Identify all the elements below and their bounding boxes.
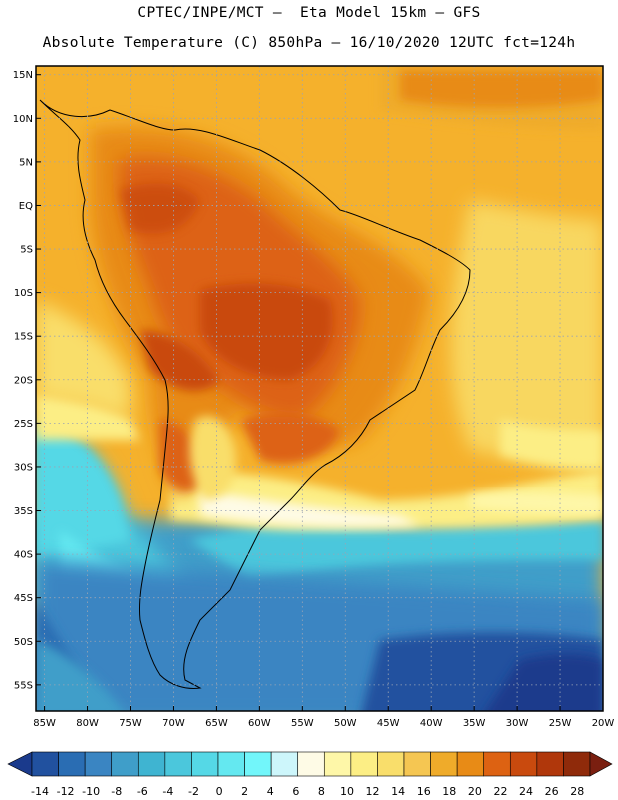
colorbar-box — [297, 751, 325, 777]
lon-tick-label: 60W — [248, 718, 271, 729]
colorbar-level-label: 8 — [318, 785, 325, 798]
colorbar-box — [58, 751, 86, 777]
colorbar — [7, 751, 613, 777]
lat-tick-label: 5S — [20, 245, 33, 256]
colorbar-level-label: 18 — [442, 785, 456, 798]
lat-tick-label: EQ — [19, 201, 33, 212]
colorbar-box — [456, 751, 485, 777]
lat-tick-label: 55S — [14, 680, 33, 691]
lon-tick-label: 50W — [334, 718, 357, 729]
colorbar-box — [164, 751, 192, 777]
colorbar-level-label: 20 — [468, 785, 482, 798]
lon-tick-label: 75W — [119, 718, 142, 729]
colorbar-arrow-right — [589, 751, 613, 777]
colorbar-level-label: -12 — [57, 785, 75, 798]
lat-tick-label: 15N — [13, 70, 33, 81]
colorbar-box — [244, 751, 272, 777]
temperature-field — [36, 66, 603, 711]
colorbar-level-label: -14 — [31, 785, 49, 798]
colorbar-level-label: -8 — [111, 785, 122, 798]
lon-tick-label: 55W — [291, 718, 314, 729]
colorbar-level-label: 24 — [519, 785, 533, 798]
colorbar-level-label: 2 — [241, 785, 248, 798]
colorbar-level-label: 12 — [366, 785, 380, 798]
colorbar-level-label: -6 — [137, 785, 148, 798]
lat-tick-label: 50S — [14, 637, 33, 648]
colorbar-arrow-left — [7, 751, 33, 777]
colorbar-box — [270, 751, 299, 777]
colorbar-box — [377, 751, 405, 777]
colorbar-box — [509, 751, 538, 777]
lat-tick-label: 40S — [14, 550, 33, 561]
colorbar-box — [137, 751, 166, 777]
lat-tick-label: 45S — [14, 593, 33, 604]
colorbar-box — [31, 751, 59, 777]
colorbar-box — [191, 751, 219, 777]
colorbar-level-label: 6 — [292, 785, 299, 798]
colorbar-box — [323, 751, 352, 777]
colorbar-level-label: 10 — [340, 785, 354, 798]
colorbar-level-label: 16 — [417, 785, 431, 798]
latitude-ticks: 15N 10N 5N EQ 5S 10S 15S 20S 25S 30S 35S 40S 45S 50S 5… — [13, 70, 41, 691]
colorbar-level-label: -2 — [188, 785, 199, 798]
lat-tick-label: 20S — [14, 375, 33, 386]
lat-tick-label: 10N — [13, 114, 33, 125]
colorbar-level-label: 0 — [216, 785, 223, 798]
colorbar-box — [483, 751, 511, 777]
colorbar-level-label: 22 — [493, 785, 507, 798]
colorbar-level-label: 4 — [267, 785, 274, 798]
longitude-ticks: 85W 80W 75W 70W 65W 60W 55W 50W 45W 40W 35W 30W 25W 2… — [33, 706, 614, 729]
colorbar-box — [563, 751, 591, 777]
lon-tick-label: 40W — [420, 718, 443, 729]
lon-tick-label: 85W — [33, 718, 56, 729]
colorbar-labels: -14 -12 -10 -8 -6 -4 -2 0 2 4 6 8 10 12 14 16 18 20 22 24 26… — [31, 785, 584, 798]
colorbar-box — [430, 751, 458, 777]
colorbar-level-label: 28 — [570, 785, 584, 798]
lon-tick-label: 20W — [592, 718, 615, 729]
lon-tick-label: 30W — [506, 718, 529, 729]
colorbar-box — [536, 751, 564, 777]
lon-tick-label: 25W — [549, 718, 572, 729]
lon-tick-label: 80W — [76, 718, 99, 729]
lon-tick-label: 35W — [463, 718, 486, 729]
map-frame — [35, 65, 604, 712]
title-line-1: CPTEC/INPE/MCT – Eta Model 15km – GFS — [137, 5, 481, 21]
lat-tick-label: 35S — [14, 506, 33, 517]
lat-tick-label: 5N — [19, 157, 33, 168]
colorbar-box — [217, 751, 245, 777]
lat-tick-label: 25S — [14, 419, 33, 430]
lon-tick-label: 70W — [162, 718, 185, 729]
lon-tick-label: 65W — [205, 718, 228, 729]
lat-tick-label: 10S — [14, 288, 33, 299]
colorbar-level-label: 14 — [391, 785, 405, 798]
colorbar-box — [111, 751, 139, 777]
lat-tick-label: 30S — [14, 462, 33, 473]
colorbar-level-label: 26 — [545, 785, 559, 798]
lon-tick-label: 45W — [377, 718, 400, 729]
lat-tick-label: 15S — [14, 332, 33, 343]
colorbar-level-label: -10 — [82, 785, 100, 798]
title-line-2: Absolute Temperature (C) 850hPa – 16/10/… — [42, 35, 576, 51]
colorbar-box — [350, 751, 378, 777]
grid-lines — [36, 66, 604, 711]
colorbar-box — [403, 751, 431, 777]
colorbar-level-label: -4 — [162, 785, 173, 798]
coastlines — [39, 99, 471, 689]
colorbar-box — [84, 751, 113, 777]
